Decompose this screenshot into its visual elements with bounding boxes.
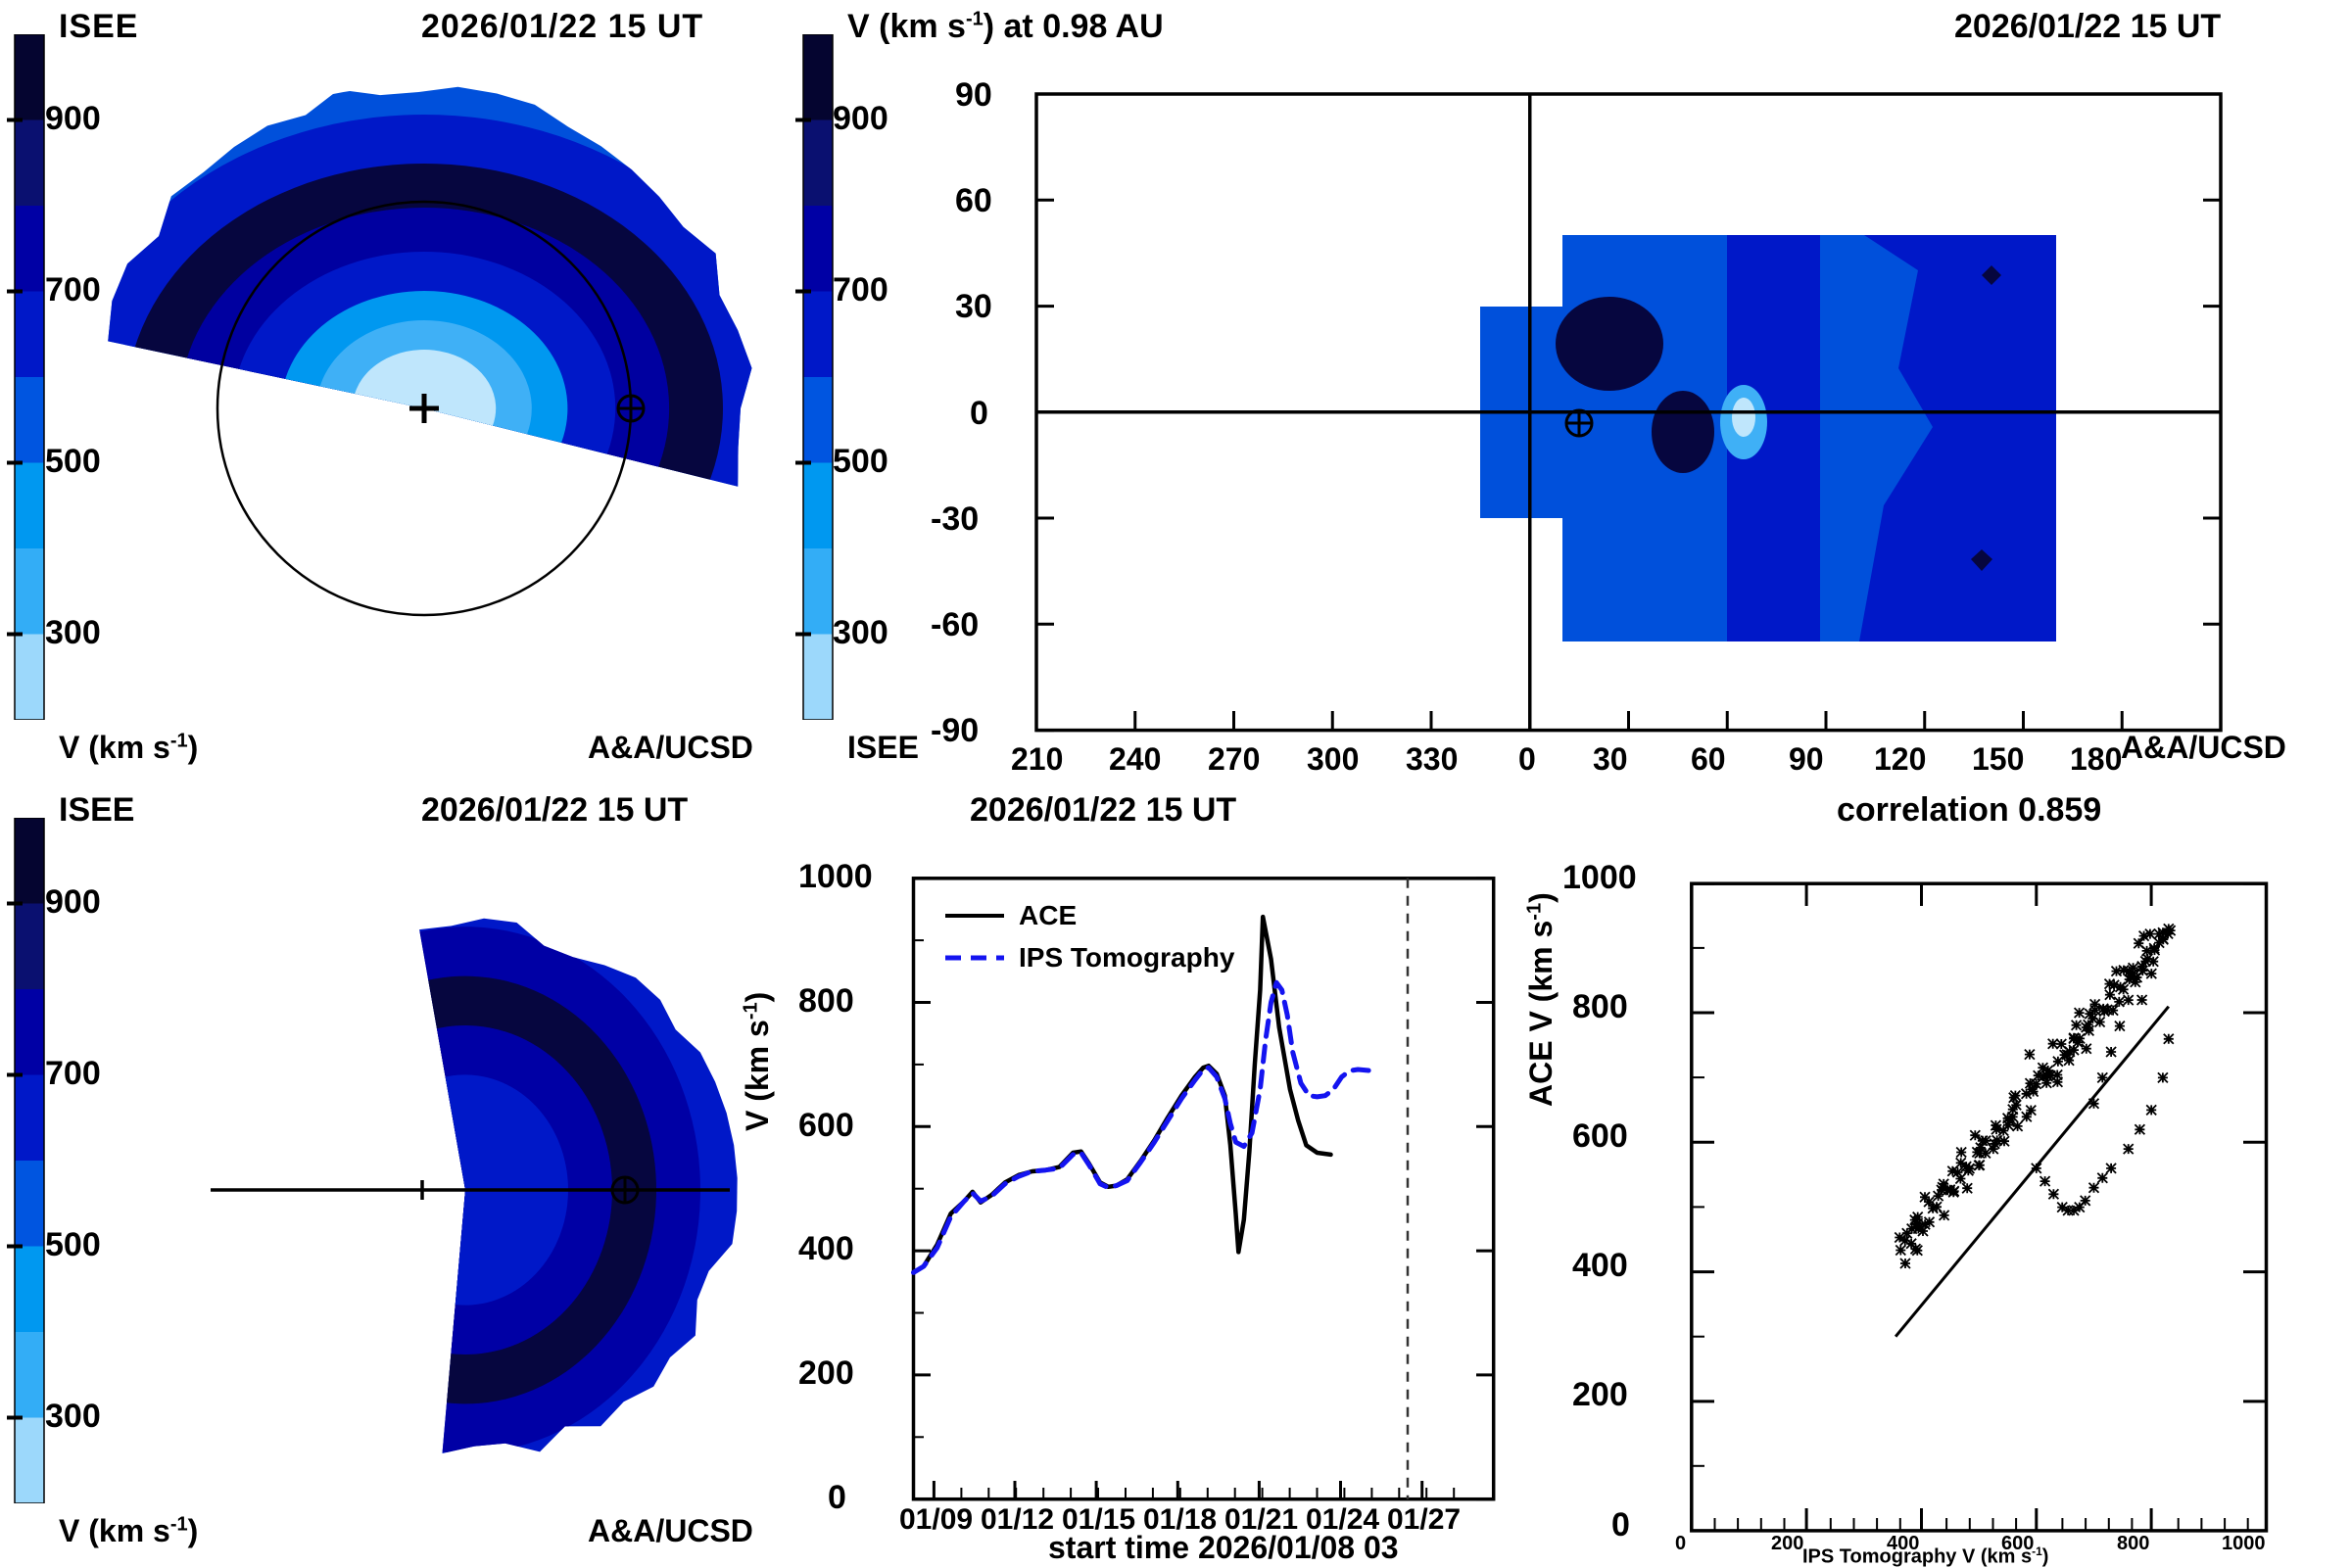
svg-text:ACE: ACE bbox=[1019, 900, 1077, 930]
svg-text:IPS Tomography: IPS Tomography bbox=[1019, 942, 1235, 973]
